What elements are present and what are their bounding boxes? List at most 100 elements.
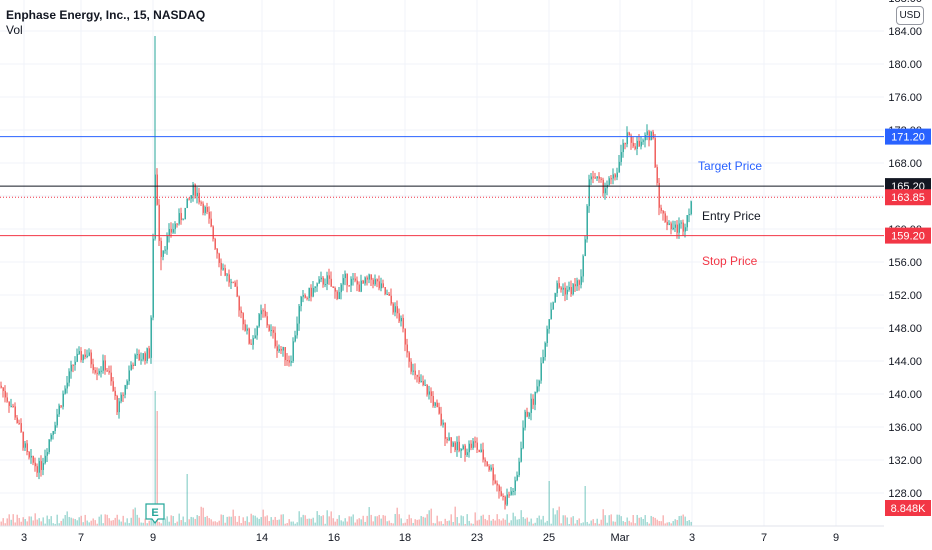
candle-body <box>44 455 46 464</box>
volume-bar <box>648 523 650 526</box>
volume-bar <box>458 523 460 526</box>
y-tick-label: 184.00 <box>888 26 922 38</box>
candle-body <box>52 430 54 435</box>
candle-body <box>222 268 224 270</box>
candle-body <box>128 370 130 382</box>
volume-bar <box>184 522 186 526</box>
volume-bar <box>350 516 352 526</box>
volume-bar <box>442 523 444 526</box>
candle-body <box>638 140 640 147</box>
volume-bar <box>604 515 606 526</box>
volume-bar <box>408 514 410 526</box>
volume-bar <box>406 519 408 526</box>
volume-bar <box>444 518 446 526</box>
volume-bar <box>422 516 424 526</box>
candle-body <box>252 338 254 345</box>
candle-body <box>0 385 2 388</box>
candle-body <box>254 335 256 339</box>
volume-bar <box>620 516 622 526</box>
candle-body <box>284 347 286 361</box>
volume-bar <box>508 522 510 526</box>
candle-body <box>332 286 334 288</box>
volume-bar <box>668 522 670 526</box>
volume-bar <box>164 518 166 526</box>
candle-body <box>442 422 444 425</box>
volume-bar <box>314 522 316 526</box>
volume-bar <box>610 514 612 526</box>
candle-body <box>420 381 422 383</box>
candle-body <box>476 442 478 450</box>
chart-legend: Enphase Energy, Inc., 15, NASDAQ Vol <box>6 8 205 38</box>
price-axis[interactable]: 128.00 132.00 136.00 140.00 144.00 148.00 152.… <box>885 0 931 516</box>
symbol-title[interactable]: Enphase Energy, Inc., 15, NASDAQ <box>6 8 206 22</box>
entry-price-label[interactable]: Entry Price <box>702 209 761 223</box>
volume-bar <box>546 520 548 526</box>
candle-body <box>686 215 688 228</box>
time-axis[interactable]: 3 7 9 14 16 18 23 25 Mar 3 7 9 E <box>0 503 884 544</box>
volume-indicator-label[interactable]: Vol <box>6 23 23 37</box>
price-badge <box>885 189 931 206</box>
volume-bar <box>240 523 242 526</box>
candle-body <box>640 141 642 147</box>
candle-body <box>684 227 686 232</box>
volume-bar <box>432 522 434 526</box>
volume-bar <box>216 522 218 526</box>
candle-body <box>38 461 40 473</box>
candle-body <box>230 281 232 283</box>
candle-body <box>384 287 386 295</box>
volume-bar <box>60 520 62 526</box>
candle-body <box>80 351 82 361</box>
candle-body <box>2 387 4 391</box>
candle-body <box>500 491 502 496</box>
candle-body <box>36 466 38 473</box>
volume-bar <box>174 523 176 526</box>
volume-bar <box>12 514 14 526</box>
candle-body <box>676 224 678 233</box>
candle-body <box>306 297 308 299</box>
candle-body <box>298 306 300 324</box>
stop-price-label[interactable]: Stop Price <box>702 254 758 268</box>
candle-body <box>414 370 416 375</box>
volume-bar <box>156 411 158 526</box>
candle-body <box>504 496 506 505</box>
volume-bar <box>76 520 78 526</box>
volume-bar <box>624 522 626 526</box>
candle-body <box>140 359 142 361</box>
currency-button[interactable]: USD <box>896 6 924 25</box>
volume-bar <box>84 514 86 526</box>
candle-body <box>40 461 42 470</box>
volume-bar <box>22 517 24 526</box>
volume-bar <box>390 522 392 526</box>
candle-body <box>440 413 442 425</box>
candle-body <box>462 445 464 449</box>
x-tick-label: Mar <box>611 532 630 544</box>
candle-body <box>194 184 196 197</box>
volume-bar <box>42 517 44 526</box>
candle-body <box>614 174 616 178</box>
candle-body <box>54 425 56 431</box>
candle-body <box>498 485 500 492</box>
volume-bar <box>312 517 314 526</box>
earnings-marker[interactable]: E <box>145 503 165 524</box>
candle-body <box>46 452 48 456</box>
candle-body <box>346 273 348 286</box>
candle-body <box>376 279 378 282</box>
candle-body <box>532 398 534 405</box>
volume-bar <box>412 522 414 526</box>
candle-body <box>374 279 376 285</box>
candle-body <box>138 354 140 361</box>
earnings-badge-shape <box>145 503 165 524</box>
volume-bar <box>116 514 118 526</box>
volume-bar <box>446 521 448 526</box>
volume-bar <box>652 516 654 526</box>
volume-bar <box>338 515 340 526</box>
volume-bar <box>376 516 378 526</box>
volume-bar <box>358 518 360 526</box>
candle-body <box>78 351 80 354</box>
candle-body <box>508 494 510 496</box>
candle-body <box>518 461 520 476</box>
candle-body <box>514 480 516 491</box>
volume-bar <box>580 523 582 526</box>
target-price-label[interactable]: Target Price <box>698 159 763 173</box>
